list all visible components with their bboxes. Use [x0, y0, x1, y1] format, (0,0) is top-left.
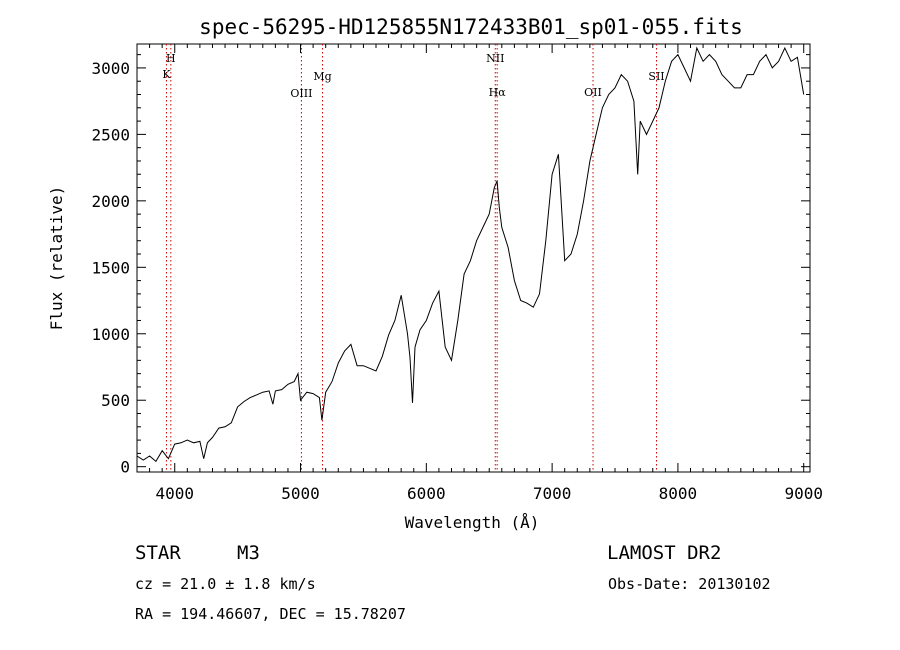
x-tick-label: 5000: [281, 484, 320, 503]
plot-frame: [136, 43, 811, 473]
axis-ticks: 4000 5000 6000 7000 8000 9000 0 500 1000 1500 2000…: [91, 44, 823, 503]
spectral-line-label: Mg: [313, 70, 331, 83]
spectral-line-label: OII: [584, 86, 602, 99]
y-tick-label: 3000: [91, 59, 130, 78]
x-tick-label: 4000: [155, 484, 194, 503]
x-tick-label: 6000: [407, 484, 446, 503]
object-subclass: M3: [237, 542, 260, 564]
x-axis-label: Wavelength (Å): [405, 513, 540, 532]
survey-name: LAMOST DR2: [607, 542, 721, 564]
spectrum-series-line: [136, 46, 805, 463]
y-axis-label: Flux (relative): [47, 186, 66, 331]
x-tick-label: 8000: [659, 484, 698, 503]
y-tick-label: 500: [101, 391, 130, 410]
spectral-line-label: OIII: [290, 87, 312, 100]
object-class: STAR: [135, 542, 181, 564]
x-tick-label: 7000: [533, 484, 572, 503]
y-tick-label: 1500: [91, 258, 130, 277]
y-tick-label: 1000: [91, 325, 130, 344]
redshift-info: cz = 21.0 ± 1.8 km/s: [135, 575, 316, 593]
y-tick-label: 0: [120, 458, 130, 477]
spectral-line-label: SII: [648, 70, 664, 83]
spectral-line-label: Hα: [489, 86, 507, 99]
y-tick-label: 2500: [91, 125, 130, 144]
spectral-line-label: H: [166, 52, 176, 65]
x-tick-label: 9000: [784, 484, 823, 503]
spectral-line-label: K: [162, 68, 171, 81]
observation-date: Obs-Date: 20130102: [608, 575, 771, 593]
chart-title: spec-56295-HD125855N172433B01_sp01-055.f…: [199, 15, 743, 39]
y-tick-label: 2000: [91, 192, 130, 211]
spectral-line-label: NII: [486, 52, 504, 65]
coordinates: RA = 194.46607, DEC = 15.78207: [135, 605, 406, 623]
